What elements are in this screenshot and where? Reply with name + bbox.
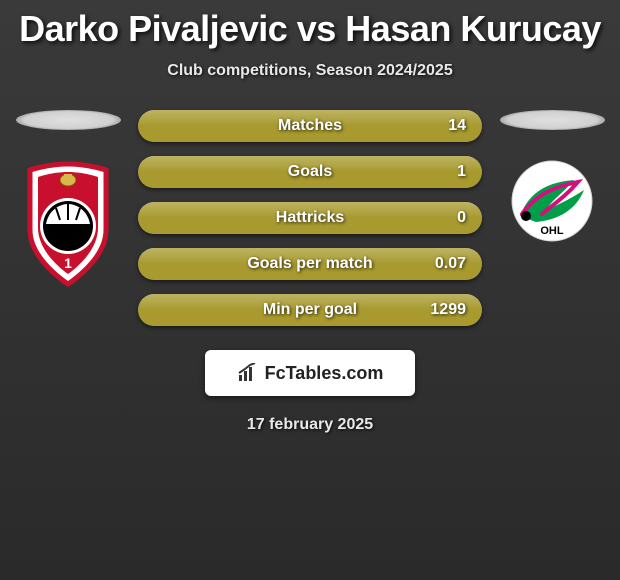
- stat-row-goals-per-match: Goals per match 0.07: [138, 248, 482, 280]
- chart-icon: [237, 363, 259, 383]
- club-crest-left-icon: 1: [18, 160, 118, 288]
- club-left-column: 1: [8, 110, 128, 288]
- player-shadow-right: [500, 110, 605, 130]
- page-title: Darko Pivaljevic vs Hasan Kurucay: [0, 0, 620, 50]
- stat-value: 0.07: [435, 255, 466, 273]
- club-crest-right-icon: OHL: [502, 160, 602, 242]
- date-label: 17 february 2025: [0, 416, 620, 434]
- player-shadow-left: [16, 110, 121, 130]
- subtitle: Club competitions, Season 2024/2025: [0, 62, 620, 80]
- brand-badge: FcTables.com: [205, 350, 415, 396]
- stat-label: Matches: [278, 117, 342, 135]
- stat-label: Min per goal: [263, 301, 357, 319]
- svg-text:OHL: OHL: [540, 225, 564, 237]
- stat-row-hattricks: Hattricks 0: [138, 202, 482, 234]
- stat-label: Goals per match: [247, 255, 372, 273]
- stat-row-matches: Matches 14: [138, 110, 482, 142]
- stats-column: Matches 14 Goals 1 Hattricks 0 Goals per…: [128, 110, 492, 326]
- stat-value: 14: [448, 117, 466, 135]
- brand-label: FcTables.com: [265, 363, 384, 384]
- stat-value: 1: [457, 163, 466, 181]
- club-right-column: OHL: [492, 110, 612, 242]
- stat-value: 1299: [430, 301, 466, 319]
- comparison-row: 1 Matches 14 Goals 1 Hattricks 0 Goals p…: [0, 110, 620, 326]
- stat-row-min-per-goal: Min per goal 1299: [138, 294, 482, 326]
- svg-text:1: 1: [64, 255, 72, 271]
- stat-label: Hattricks: [276, 209, 344, 227]
- stat-label: Goals: [288, 163, 332, 181]
- stat-value: 0: [457, 209, 466, 227]
- stat-row-goals: Goals 1: [138, 156, 482, 188]
